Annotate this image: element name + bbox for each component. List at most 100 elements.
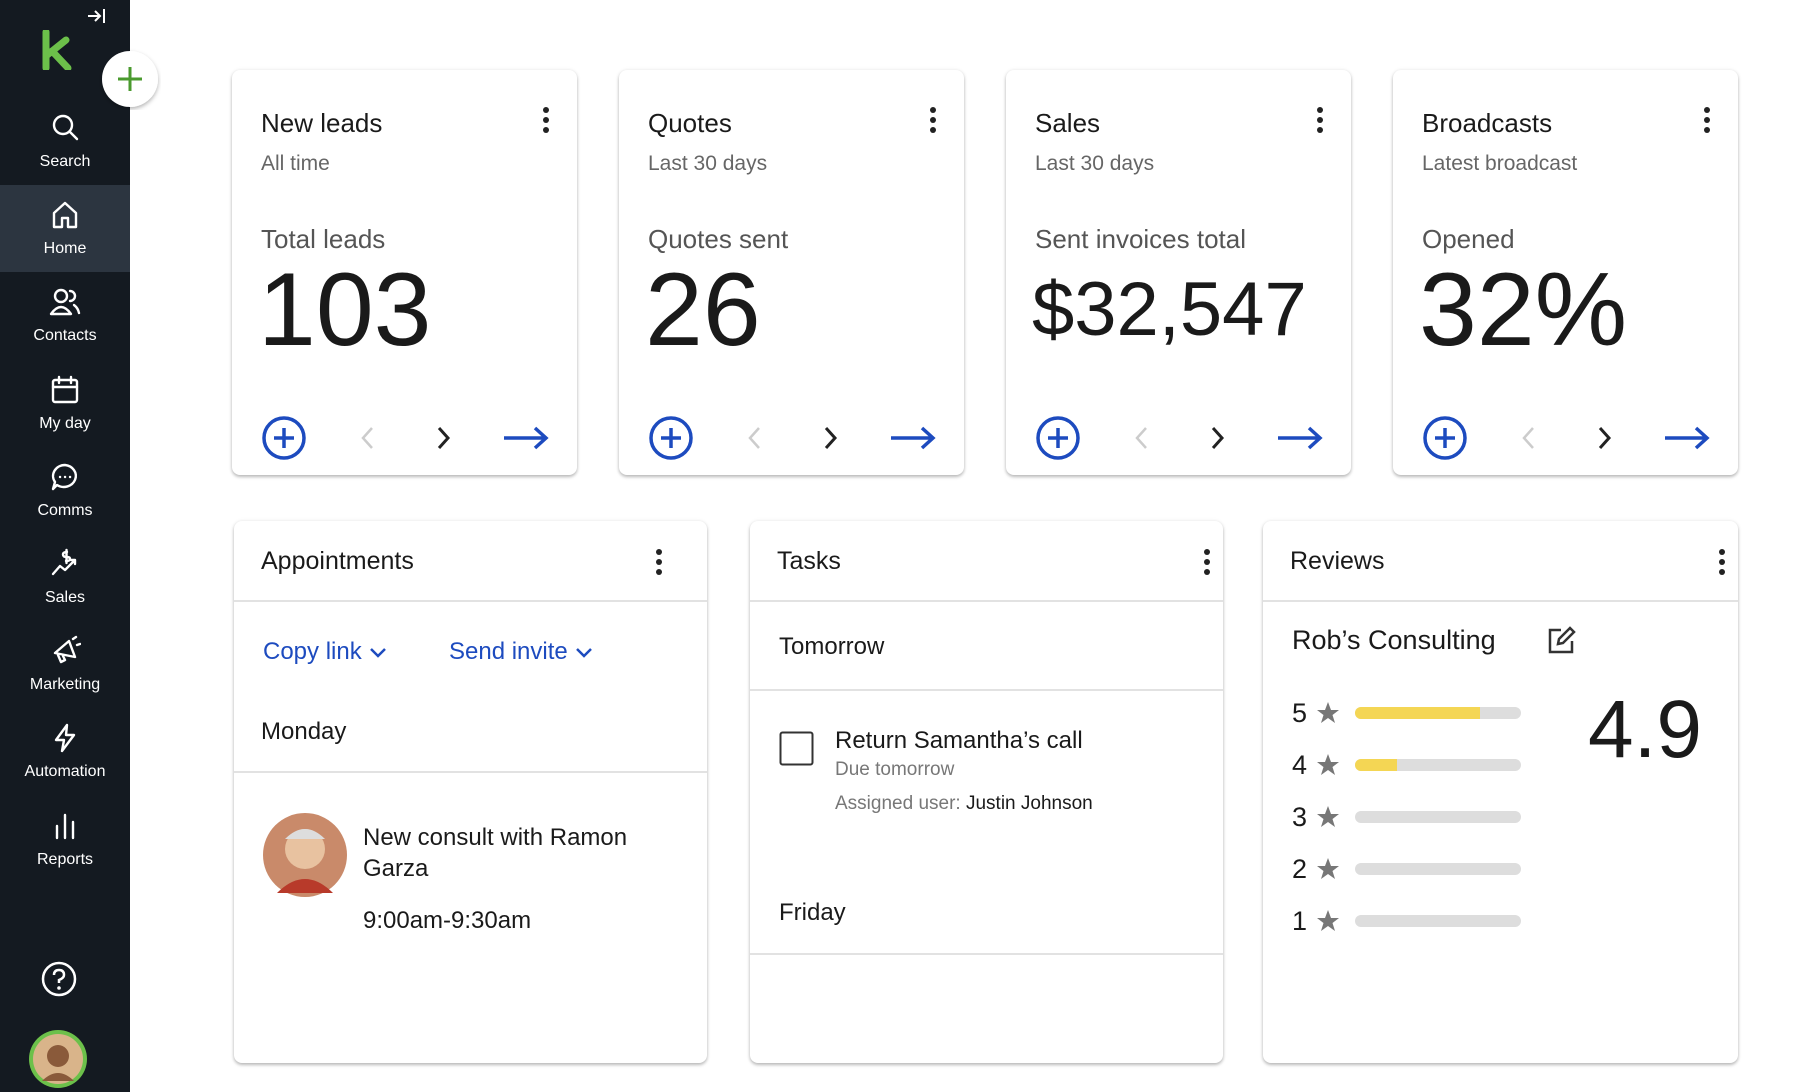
previous-button[interactable] xyxy=(1132,424,1152,452)
metric-label: Opened xyxy=(1422,224,1515,254)
edit-icon[interactable] xyxy=(1545,625,1577,657)
more-menu[interactable] xyxy=(1718,548,1726,578)
open-button[interactable] xyxy=(889,424,937,452)
nav-label: Marketing xyxy=(29,676,101,694)
add-button[interactable] xyxy=(1035,415,1081,461)
next-button[interactable] xyxy=(1594,424,1614,452)
add-button[interactable] xyxy=(261,415,307,461)
nav-icon xyxy=(52,201,78,229)
bar-fill xyxy=(1355,707,1480,719)
business-name: Rob’s Consulting xyxy=(1292,625,1496,655)
open-button[interactable] xyxy=(1276,424,1324,452)
assignee-label: Assigned user: xyxy=(835,793,961,814)
logo xyxy=(42,30,72,70)
task-checkbox[interactable] xyxy=(779,731,815,767)
card-title: Appointments xyxy=(261,547,414,575)
day-label: Monday xyxy=(261,718,347,745)
open-button[interactable] xyxy=(1663,424,1711,452)
bar-track xyxy=(1355,915,1521,927)
send-invite[interactable]: Send invite xyxy=(449,638,594,666)
star-icon xyxy=(1317,754,1339,775)
card-header: Tasks xyxy=(750,521,1223,602)
bar-track xyxy=(1355,759,1521,771)
more-menu[interactable] xyxy=(1203,548,1211,578)
nav-item[interactable]: Comms xyxy=(0,447,130,534)
previous-button[interactable] xyxy=(358,424,378,452)
bar-fill xyxy=(1355,759,1397,771)
nav-item[interactable]: My day xyxy=(0,360,130,447)
nav-label: Home xyxy=(43,240,87,258)
card-header: Reviews xyxy=(1263,521,1738,602)
nav-label: Reports xyxy=(36,850,94,868)
card-period: Last 30 days xyxy=(648,152,768,175)
bar-track xyxy=(1355,863,1521,875)
divider xyxy=(750,689,1223,691)
nav-item[interactable]: Marketing xyxy=(0,621,130,708)
add-button[interactable] xyxy=(1422,415,1468,461)
help-button[interactable] xyxy=(40,960,78,998)
summary-card: New leads All time Total leads 103 xyxy=(232,70,577,475)
metric-label: Quotes sent xyxy=(648,224,789,254)
card-title: New leads xyxy=(261,108,383,138)
card-title: Sales xyxy=(1035,108,1101,138)
nav-icon xyxy=(54,724,76,753)
nav-item[interactable]: Reports xyxy=(0,796,130,883)
previous-button[interactable] xyxy=(1519,424,1539,452)
nav-item[interactable]: Sales xyxy=(0,534,130,621)
create-button[interactable] xyxy=(99,48,161,110)
task-assignee: Assigned user: Justin Johnson xyxy=(835,793,1093,815)
day-label: Friday xyxy=(779,899,846,926)
user-avatar[interactable] xyxy=(28,1029,88,1089)
nav-label: Automation xyxy=(24,763,106,781)
more-menu[interactable] xyxy=(655,548,663,578)
metric-label: Sent invoices total xyxy=(1035,224,1247,254)
nav-label: My day xyxy=(39,414,91,432)
tasks-card: Tasks Tomorrow Return Samantha’s call Du… xyxy=(750,521,1223,1063)
metric-value: 103 xyxy=(258,252,432,368)
divider xyxy=(750,953,1223,955)
contact-avatar xyxy=(263,813,347,897)
nav-label: Search xyxy=(39,153,91,170)
next-button[interactable] xyxy=(820,424,840,452)
star-icon xyxy=(1317,806,1339,827)
star-count: 3 xyxy=(1292,802,1308,832)
chevron-down xyxy=(576,648,593,658)
more-menu[interactable] xyxy=(1316,106,1324,136)
nav-item[interactable]: Contacts xyxy=(0,272,130,359)
star-count: 1 xyxy=(1292,906,1308,936)
sidebar: Search Home Contacts My day Comms Sales Market… xyxy=(0,0,130,1092)
collapse-toggle[interactable] xyxy=(86,6,108,26)
chevron-down xyxy=(370,648,387,658)
copy-link[interactable]: Copy link xyxy=(263,638,388,666)
star-count: 4 xyxy=(1292,750,1308,780)
more-menu[interactable] xyxy=(1703,106,1711,136)
nav-label: Contacts xyxy=(33,327,97,345)
nav-icon xyxy=(49,289,81,316)
day-label: Tomorrow xyxy=(779,633,885,660)
more-menu[interactable] xyxy=(929,106,937,136)
add-button[interactable] xyxy=(648,415,694,461)
next-button[interactable] xyxy=(433,424,453,452)
card-period: Latest broadcast xyxy=(1422,152,1578,175)
nav-item[interactable]: Search xyxy=(0,98,130,185)
more-menu[interactable] xyxy=(542,106,550,136)
star-icon xyxy=(1317,858,1339,879)
next-button[interactable] xyxy=(1207,424,1227,452)
task-due: Due tomorrow xyxy=(835,759,955,780)
card-title: Tasks xyxy=(777,547,841,575)
bar-track xyxy=(1355,811,1521,823)
card-title: Quotes xyxy=(648,108,732,138)
nav-icon xyxy=(53,635,81,664)
open-button[interactable] xyxy=(502,424,550,452)
previous-button[interactable] xyxy=(745,424,765,452)
metric-value: 26 xyxy=(645,252,761,368)
star-icon xyxy=(1317,910,1339,931)
appointments-card: Appointments Copy link Send invite Monda… xyxy=(234,521,707,1063)
appointment-title[interactable]: New consult with Ramon Garza xyxy=(363,824,628,882)
nav-item[interactable]: Home xyxy=(0,185,130,273)
task-title[interactable]: Return Samantha’s call xyxy=(835,727,1083,754)
nav-item[interactable]: Automation xyxy=(0,708,130,795)
nav-icon xyxy=(55,813,75,839)
